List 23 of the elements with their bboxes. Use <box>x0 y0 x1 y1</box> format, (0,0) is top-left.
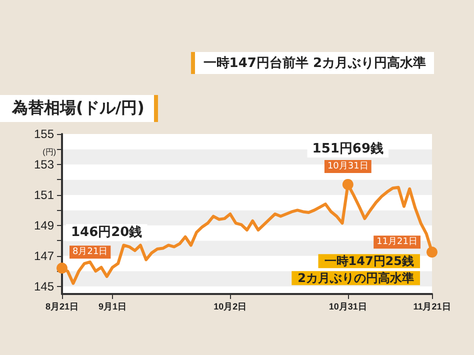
y-tick-label: 147 <box>34 248 54 263</box>
x-tick-label: 8月21日 <box>45 302 79 312</box>
chart-subtitle: 一時147円台前半 2カ月ぶり円高水準 <box>191 52 434 74</box>
annotation: 2カ月ぶりの円高水準 <box>298 271 414 286</box>
chart-title: 為替相場(ドル/円) <box>0 95 158 122</box>
annotation: 11月21日 <box>376 237 418 248</box>
annotation: 8月21日 <box>72 247 108 258</box>
x-tick-label: 10月2日 <box>214 302 247 312</box>
y-tick-label: 145 <box>34 279 54 294</box>
annotation: 一時147円25銭 <box>324 254 414 268</box>
annotation: 151円69銭 <box>312 141 384 156</box>
x-tick-label: 11月21日 <box>413 302 451 312</box>
x-tick-label: 10月31日 <box>328 302 367 312</box>
y-axis-title: (円) <box>42 148 56 156</box>
annotation: 146円20銭 <box>71 225 142 240</box>
y-tick-label: 153 <box>34 157 54 172</box>
x-tick-label: 9月1日 <box>98 302 126 312</box>
point <box>426 246 438 258</box>
point <box>56 262 68 274</box>
y-tick-label: 151 <box>34 188 54 202</box>
y-tick-label: 149 <box>34 218 54 232</box>
annotation: 10月31日 <box>327 161 368 172</box>
y-tick-label: 155 <box>34 127 54 141</box>
